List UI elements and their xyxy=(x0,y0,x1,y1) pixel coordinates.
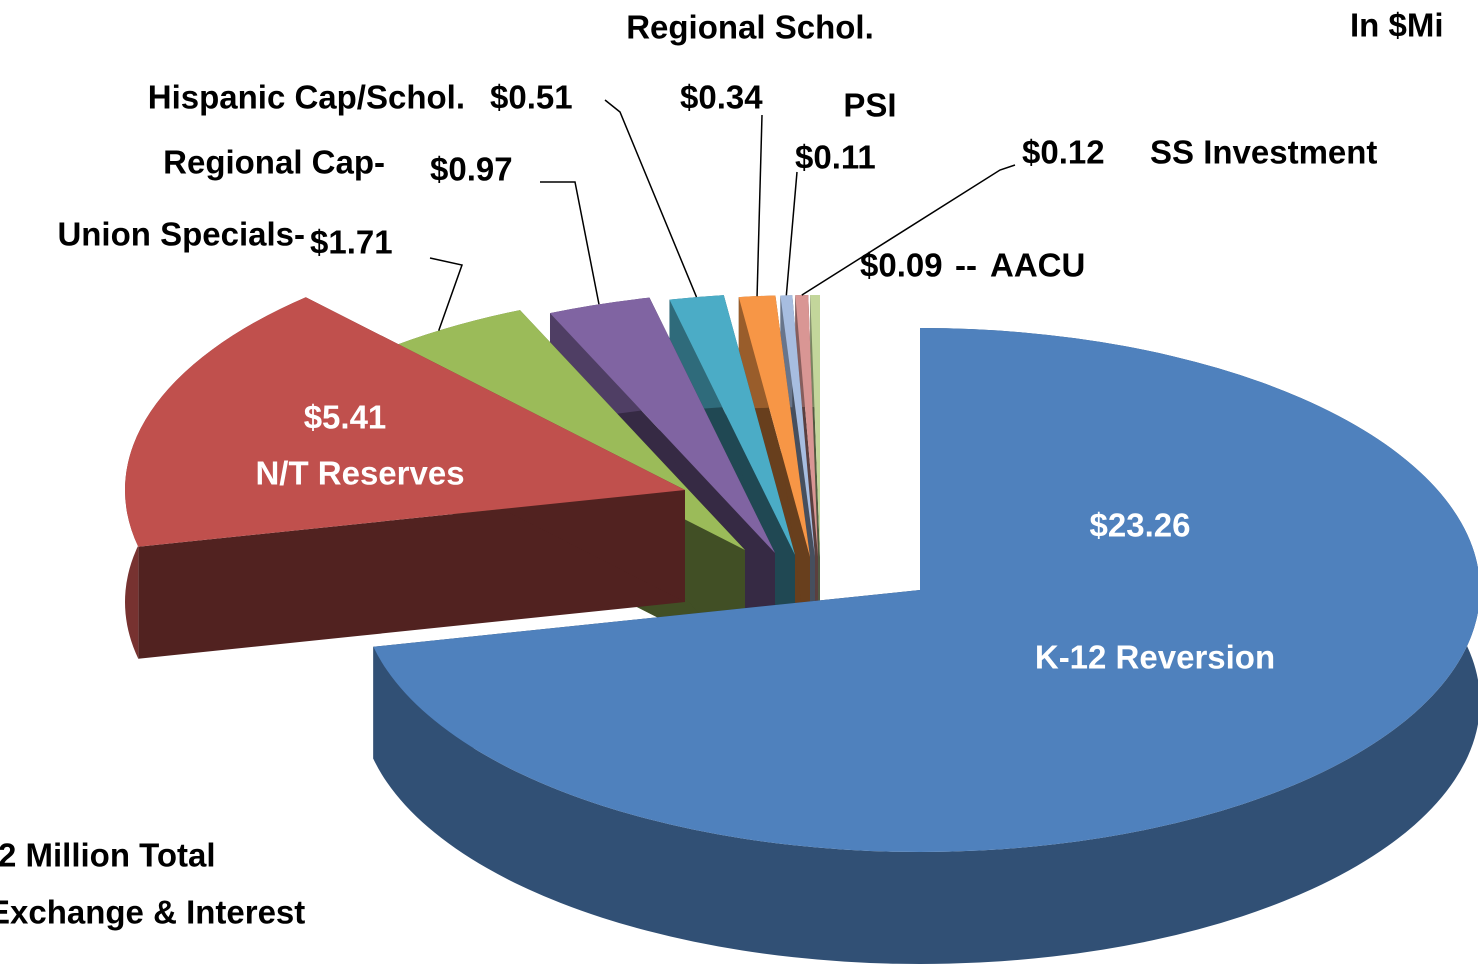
category-label: Regional Cap- xyxy=(163,144,385,181)
unit-note: In $Mi xyxy=(1350,7,1444,44)
leader-line xyxy=(801,164,1016,296)
leader-line xyxy=(785,171,798,296)
value-label: $0.11 xyxy=(795,139,876,176)
category-label: Union Specials- xyxy=(57,216,305,253)
slice xyxy=(373,328,1478,852)
leader-line xyxy=(540,181,600,305)
value-label: $0.51 xyxy=(490,79,573,116)
value-label: $0.09 xyxy=(860,247,943,284)
slice xyxy=(125,297,686,547)
category-label: PSI xyxy=(843,87,896,124)
value-label: $0.12 xyxy=(1022,134,1105,171)
leader-line xyxy=(429,257,463,331)
footnote: 2 Million Total xyxy=(0,837,216,874)
slice-group xyxy=(373,328,1478,964)
slice xyxy=(780,295,815,557)
value-label: $0.97 xyxy=(430,151,513,188)
category-label: K-12 Reversion xyxy=(1035,639,1275,676)
category-label: Hispanic Cap/Schol. xyxy=(148,79,465,116)
leader-line xyxy=(756,114,763,297)
label-joiner: -- xyxy=(955,247,977,284)
value-label: $23.26 xyxy=(1090,507,1191,544)
footnote: Exchange & Interest xyxy=(0,894,305,931)
slice xyxy=(669,295,795,555)
slice xyxy=(738,295,810,557)
slice xyxy=(549,297,775,553)
value-label: $0.34 xyxy=(680,79,763,116)
category-label: Regional Schol. xyxy=(626,9,874,46)
slice xyxy=(795,295,818,557)
value-label: $1.71 xyxy=(310,224,393,261)
category-label: AACU xyxy=(990,247,1085,284)
category-label: N/T Reserves xyxy=(255,455,464,492)
slice xyxy=(810,295,820,557)
leader-line xyxy=(604,99,698,298)
category-label: SS Investment xyxy=(1150,134,1377,171)
slice-group xyxy=(124,297,686,659)
value-label: $5.41 xyxy=(304,399,387,436)
